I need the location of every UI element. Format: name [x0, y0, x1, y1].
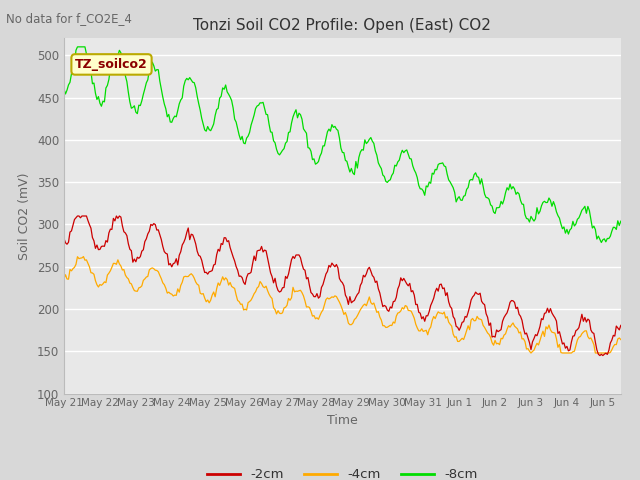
-8cm [617, 218, 625, 224]
-4cm [211, 294, 219, 300]
-8cm [88, 81, 96, 86]
-8cm [598, 240, 605, 245]
-2cm [154, 227, 162, 233]
Legend: -2cm, -4cm, -8cm: -2cm, -4cm, -8cm [202, 463, 483, 480]
Line: -2cm: -2cm [64, 216, 621, 356]
-4cm [152, 267, 159, 273]
-2cm [569, 333, 577, 339]
-2cm [617, 323, 625, 328]
-4cm [79, 254, 87, 260]
-8cm [569, 218, 577, 224]
-8cm [211, 112, 219, 118]
-4cm [617, 336, 625, 342]
-4cm [612, 342, 620, 348]
Title: Tonzi Soil CO2 Profile: Open (East) CO2: Tonzi Soil CO2 Profile: Open (East) CO2 [193, 18, 492, 33]
-2cm [596, 353, 604, 359]
-8cm [74, 44, 81, 50]
-4cm [154, 269, 162, 275]
-4cm [571, 348, 579, 354]
-8cm [612, 227, 620, 232]
-4cm [527, 350, 535, 356]
-2cm [152, 222, 159, 228]
-2cm [60, 236, 68, 241]
-4cm [88, 270, 96, 276]
Text: TZ_soilco2: TZ_soilco2 [75, 58, 148, 71]
-2cm [211, 262, 219, 267]
Line: -8cm: -8cm [64, 47, 621, 242]
Text: No data for f_CO2E_4: No data for f_CO2E_4 [6, 12, 132, 25]
-8cm [60, 86, 68, 92]
-2cm [74, 213, 81, 219]
-8cm [152, 68, 159, 74]
-2cm [88, 235, 96, 240]
-4cm [60, 276, 68, 281]
X-axis label: Time: Time [327, 414, 358, 427]
Line: -4cm: -4cm [64, 257, 621, 353]
-8cm [154, 67, 162, 72]
Y-axis label: Soil CO2 (mV): Soil CO2 (mV) [19, 172, 31, 260]
-2cm [612, 323, 620, 329]
